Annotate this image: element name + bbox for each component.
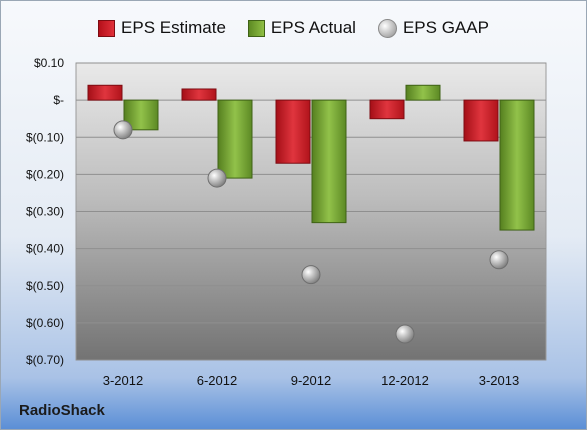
x-tick-label: 6-2012 bbox=[197, 373, 237, 388]
y-tick-label: $(0.40) bbox=[26, 242, 64, 256]
y-tick-label: $(0.70) bbox=[26, 353, 64, 367]
x-tick-label: 12-2012 bbox=[381, 373, 429, 388]
marker-layer bbox=[113, 120, 509, 344]
legend-swatch-eps-estimate bbox=[98, 19, 116, 37]
legend-item-eps-actual: EPS Actual bbox=[247, 18, 356, 38]
eps-estimate-bar bbox=[87, 84, 123, 101]
eps-actual-bar bbox=[311, 99, 347, 224]
eps-gaap-marker bbox=[207, 168, 227, 188]
y-tick-label: $(0.50) bbox=[26, 279, 64, 293]
eps-gaap-marker bbox=[489, 250, 509, 270]
legend-swatch-eps-actual bbox=[247, 19, 265, 37]
bar-layer bbox=[87, 84, 535, 231]
eps-gaap-marker bbox=[113, 120, 133, 140]
y-tick-label: $0.10 bbox=[34, 56, 64, 70]
y-tick-label: $(0.30) bbox=[26, 205, 64, 219]
y-tick-label: $(0.10) bbox=[26, 130, 64, 144]
legend-swatch-eps-gaap bbox=[377, 18, 397, 38]
eps-estimate-bar bbox=[275, 99, 311, 164]
legend-item-eps-estimate: EPS Estimate bbox=[98, 18, 226, 38]
legend-label-eps-estimate: EPS Estimate bbox=[121, 18, 226, 37]
chart-legend: EPS Estimate EPS Actual EPS GAAP bbox=[1, 15, 586, 41]
eps-estimate-bar bbox=[369, 99, 405, 120]
eps-actual-bar bbox=[499, 99, 535, 231]
eps-gaap-marker bbox=[395, 324, 415, 344]
legend-label-eps-actual: EPS Actual bbox=[270, 18, 356, 37]
y-tick-label: $(0.60) bbox=[26, 316, 64, 330]
x-tick-label: 9-2012 bbox=[291, 373, 331, 388]
eps-estimate-bar bbox=[181, 88, 217, 101]
legend-item-eps-gaap: EPS GAAP bbox=[377, 18, 489, 38]
brand-label: RadioShack bbox=[19, 402, 105, 419]
y-tick-label: $- bbox=[53, 93, 64, 107]
eps-gaap-marker bbox=[301, 265, 321, 285]
eps-estimate-bar bbox=[463, 99, 499, 142]
eps-actual-bar bbox=[217, 99, 253, 179]
label-layer: $0.10 $- $(0.10) $(0.20) $(0.30) $(0.40) $(0.5… bbox=[26, 56, 519, 388]
x-tick-label: 3-2013 bbox=[479, 373, 519, 388]
y-tick-label: $(0.20) bbox=[26, 167, 64, 181]
legend-label-eps-gaap: EPS GAAP bbox=[402, 18, 489, 37]
eps-actual-bar bbox=[405, 84, 441, 101]
x-tick-label: 3-2012 bbox=[103, 373, 143, 388]
